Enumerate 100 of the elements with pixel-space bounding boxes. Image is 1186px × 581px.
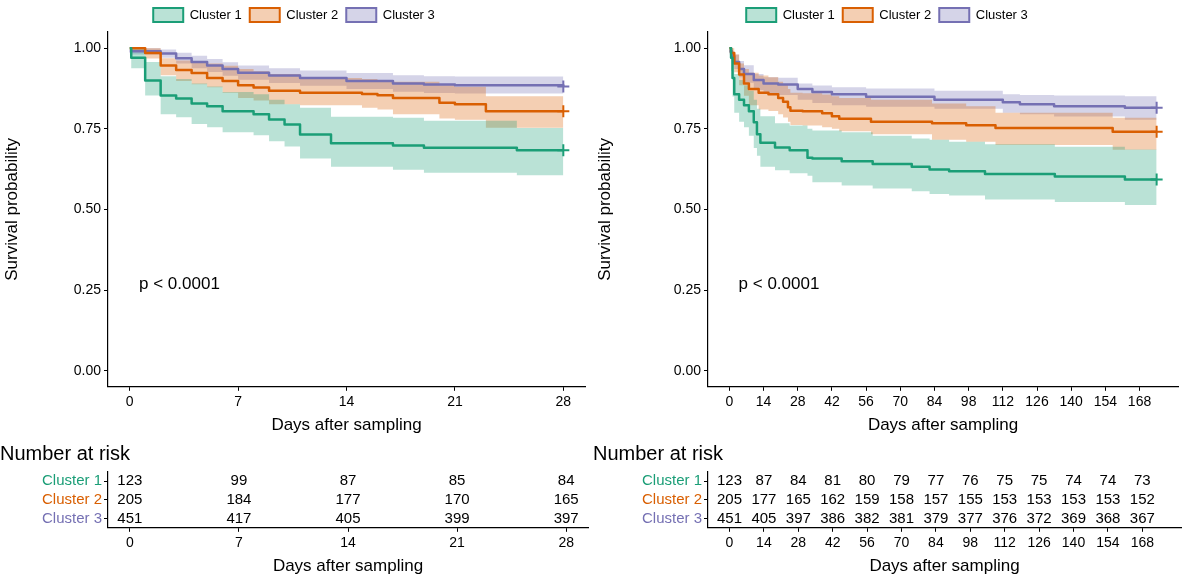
x-tick-label: 126	[1025, 393, 1049, 410]
y-tick-label: 0.50	[73, 200, 102, 217]
data-label: 372	[1026, 508, 1052, 526]
x-tick-label: 140	[1061, 534, 1086, 551]
y-tick-label: 1.00	[73, 38, 102, 55]
y-tick-label: 0.25	[73, 280, 102, 297]
data-label: 153	[992, 490, 1018, 508]
data-label: 153	[1095, 490, 1121, 508]
y-tick-label: 0.00	[673, 361, 702, 378]
x-tick-label: 42	[824, 534, 841, 551]
x-tick-label: 28	[789, 393, 806, 410]
x-tick-label: 21	[447, 393, 463, 410]
y-tick-label: Cluster 2	[641, 490, 702, 508]
data-label: 74	[1099, 471, 1117, 489]
data-label: 84	[557, 471, 575, 489]
y-tick-label: Cluster 3	[641, 508, 702, 526]
x-tick-label: 126	[1027, 534, 1051, 551]
data-label: 158	[888, 490, 915, 508]
x-tick-label: 0	[125, 393, 134, 410]
data-label: 152	[1129, 490, 1155, 508]
x-tick-label: 14	[756, 534, 772, 551]
y-tick-label: 0.00	[73, 361, 102, 378]
x-tick-label: 140	[1059, 393, 1084, 410]
y-tick-label: 0.75	[673, 119, 702, 136]
x-axis-title: Days after sampling	[869, 556, 1020, 576]
x-tick-label: 112	[991, 393, 1015, 410]
data-label: 80	[858, 471, 876, 489]
data-label: 75	[996, 471, 1014, 489]
legend-label: Cluster 1	[189, 6, 242, 22]
y-axis-title: Survival probability	[594, 137, 614, 281]
x-axis-title: Days after sampling	[271, 415, 422, 435]
data-label: 451	[117, 508, 143, 526]
y-tick-label: Cluster 1	[641, 471, 702, 489]
x-tick-label: 21	[449, 534, 466, 551]
x-tick-label: 98	[962, 534, 979, 551]
data-label: 368	[1095, 508, 1121, 526]
x-tick-label: 0	[725, 534, 734, 551]
data-label: 369	[1060, 508, 1087, 526]
annotation: p < 0.0001	[738, 273, 820, 293]
x-tick-label: 42	[824, 393, 840, 410]
data-label: 81	[824, 471, 842, 489]
data-label: 377	[957, 508, 983, 526]
data-label: 123	[117, 471, 143, 489]
data-label: 153	[1060, 490, 1087, 508]
x-tick-label: 112	[993, 534, 1017, 551]
data-label: 177	[751, 490, 777, 508]
legend-label: Cluster 1	[782, 6, 835, 22]
data-label: 397	[553, 508, 579, 526]
chart-title: Number at risk	[593, 441, 725, 464]
annotation: p < 0.0001	[139, 273, 220, 293]
data-label: 205	[716, 490, 743, 508]
data-label: 73	[1133, 471, 1151, 489]
data-label: 85	[448, 471, 466, 489]
x-tick-label: 98	[960, 393, 977, 410]
x-tick-label: 154	[1093, 393, 1118, 410]
data-label: 99	[230, 471, 248, 489]
data-label: 155	[957, 490, 983, 508]
y-tick-label: Cluster 1	[41, 471, 102, 489]
data-label: 417	[226, 508, 252, 526]
data-label: 153	[1026, 490, 1052, 508]
y-tick-label: 1.00	[673, 38, 702, 55]
x-tick-label: 7	[234, 393, 243, 410]
legend-label: Cluster 3	[975, 6, 1028, 22]
y-tick-label: Cluster 2	[41, 490, 102, 508]
x-tick-label: 28	[555, 393, 572, 410]
x-tick-label: 70	[893, 534, 910, 551]
data-label: 386	[820, 508, 846, 526]
x-tick-label: 84	[928, 534, 944, 551]
x-tick-label: 154	[1096, 534, 1120, 551]
data-label: 79	[893, 471, 910, 489]
data-label: 159	[854, 490, 880, 508]
data-label: 165	[785, 490, 811, 508]
data-label: 162	[820, 490, 846, 508]
y-tick-label: 0.25	[673, 280, 702, 297]
data-label: 84	[789, 471, 807, 489]
data-label: 205	[117, 490, 143, 508]
legend-label: Cluster 2	[286, 6, 339, 22]
y-axis-title: Survival probability	[1, 137, 21, 281]
x-tick-label: 168	[1127, 393, 1152, 410]
y-tick-label: 0.75	[73, 119, 102, 136]
data-label: 379	[923, 508, 949, 526]
x-tick-label: 14	[340, 534, 356, 551]
x-tick-label: 7	[235, 534, 244, 551]
x-tick-label: 14	[338, 393, 355, 410]
x-tick-label: 56	[858, 393, 875, 410]
x-tick-label: 84	[926, 393, 943, 410]
data-label: 405	[335, 508, 361, 526]
data-label: 397	[785, 508, 811, 526]
x-tick-label: 56	[859, 534, 876, 551]
x-axis-title: Days after sampling	[272, 556, 424, 576]
x-tick-label: 0	[125, 534, 134, 551]
data-label: 123	[716, 471, 743, 489]
x-tick-label: 28	[790, 534, 807, 551]
x-tick-label: 70	[892, 393, 909, 410]
y-tick-label: 0.50	[673, 200, 702, 217]
data-label: 184	[226, 490, 252, 508]
chart-title: Number at risk	[0, 441, 132, 464]
data-label: 74	[1065, 471, 1082, 489]
data-label: 157	[923, 490, 949, 508]
data-label: 177	[335, 490, 361, 508]
